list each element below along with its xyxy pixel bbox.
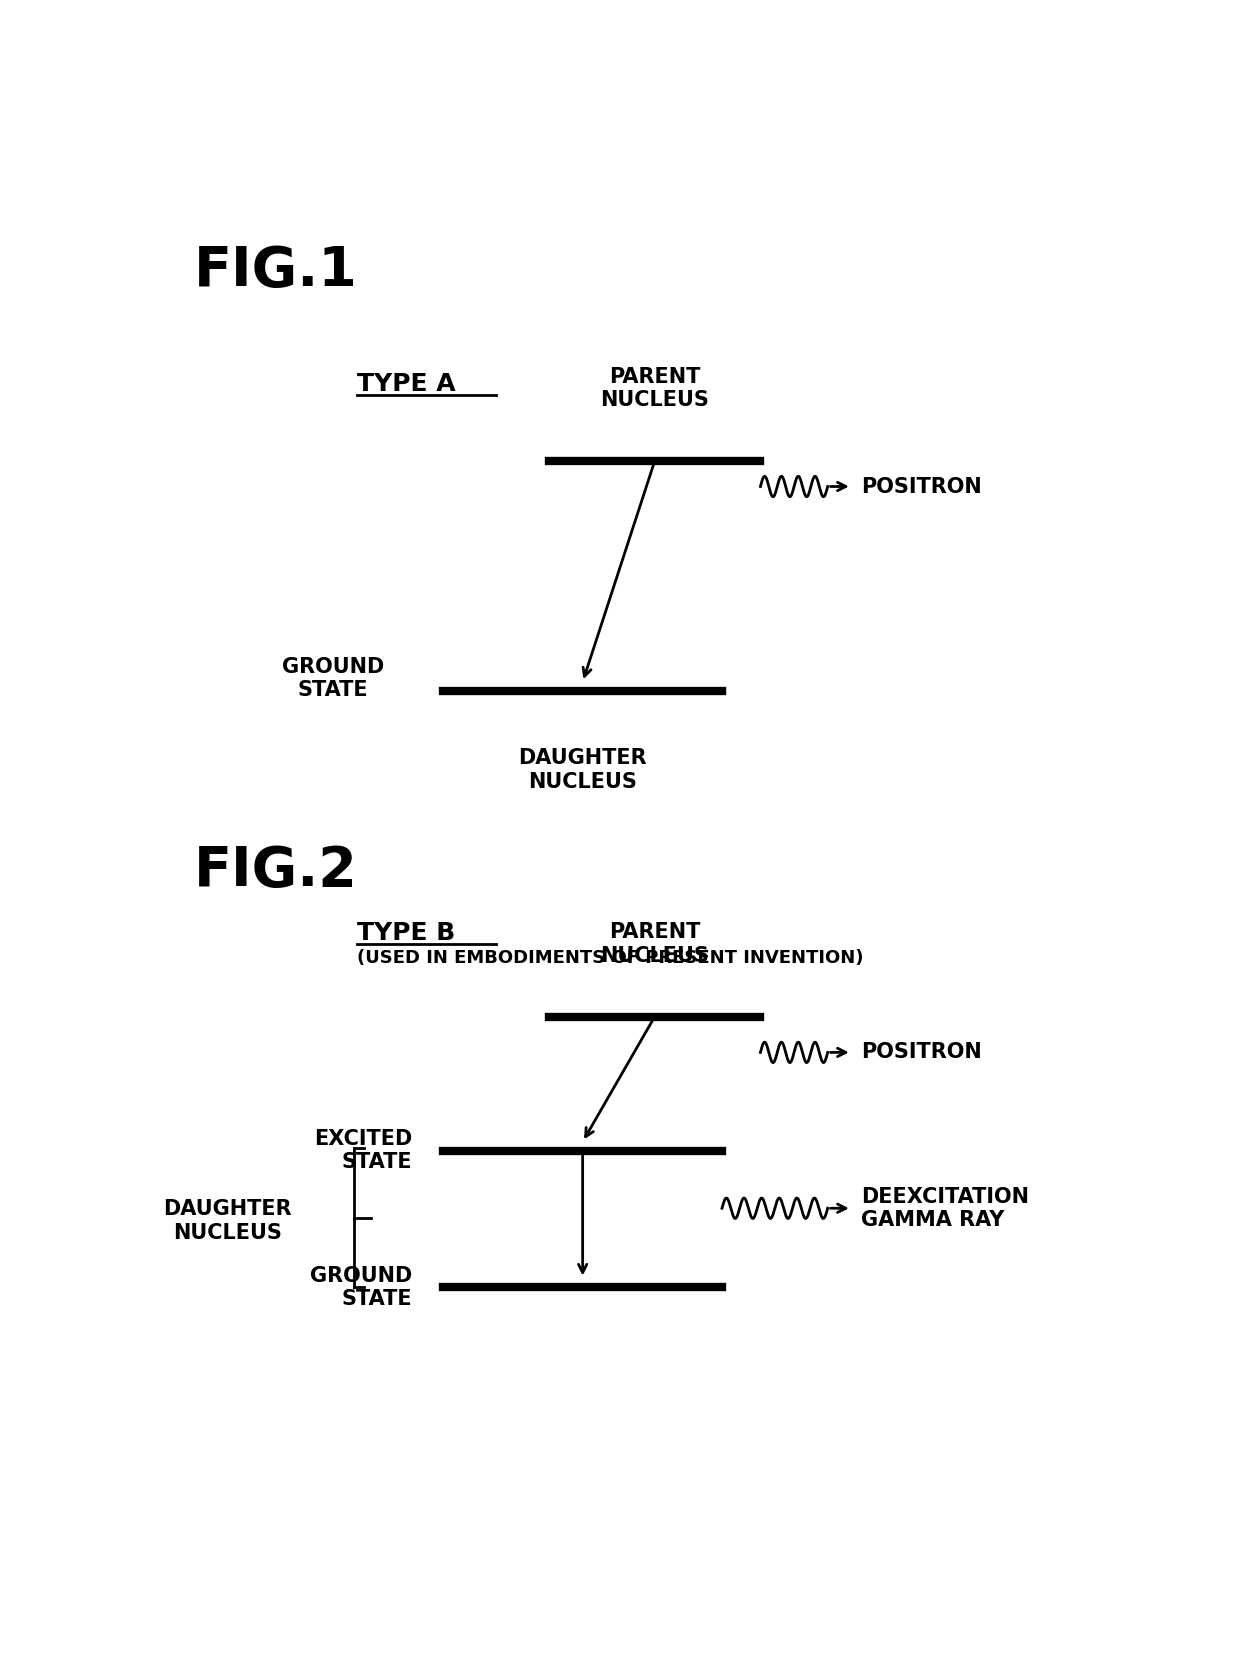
Text: TYPE A: TYPE A — [357, 372, 455, 395]
Text: TYPE B: TYPE B — [357, 921, 455, 946]
Text: GROUND
STATE: GROUND STATE — [310, 1266, 413, 1309]
Text: DEEXCITATION
GAMMA RAY: DEEXCITATION GAMMA RAY — [862, 1186, 1029, 1229]
Text: POSITRON: POSITRON — [862, 476, 982, 496]
Text: FIG.2: FIG.2 — [193, 844, 357, 898]
Text: GROUND
STATE: GROUND STATE — [281, 657, 384, 700]
Text: DAUGHTER
NUCLEUS: DAUGHTER NUCLEUS — [162, 1199, 291, 1243]
Text: FIG.1: FIG.1 — [193, 244, 357, 297]
Text: POSITRON: POSITRON — [862, 1042, 982, 1062]
Text: PARENT
NUCLEUS: PARENT NUCLEUS — [600, 922, 709, 966]
Text: DAUGHTER
NUCLEUS: DAUGHTER NUCLEUS — [518, 748, 647, 791]
Text: (USED IN EMBODIMENTS OF PRESENT INVENTION): (USED IN EMBODIMENTS OF PRESENT INVENTIO… — [357, 949, 863, 967]
Text: EXCITED
STATE: EXCITED STATE — [314, 1130, 413, 1173]
Text: PARENT
NUCLEUS: PARENT NUCLEUS — [600, 367, 709, 410]
